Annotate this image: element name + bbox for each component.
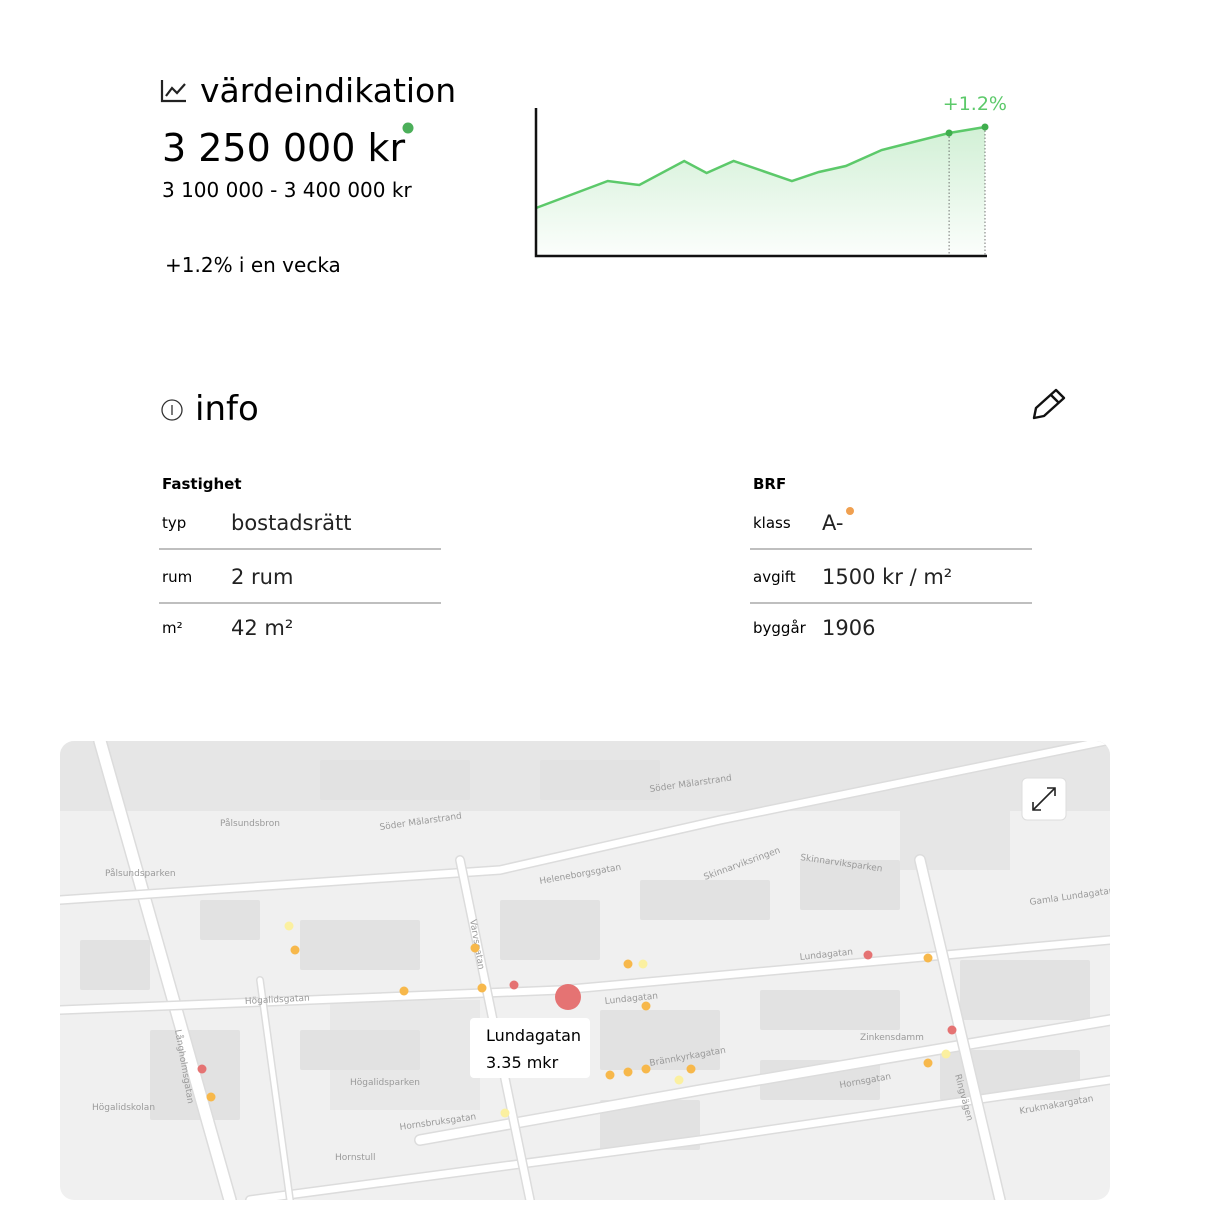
park bbox=[900, 775, 1010, 870]
info-icon bbox=[161, 399, 183, 421]
end-label: +1.2% bbox=[943, 93, 1007, 115]
info-table: Fastighet typ bostadsrätt rum 2 rum m² 42 m² BR… bbox=[159, 475, 1032, 640]
marker bbox=[500, 1108, 510, 1118]
marker bbox=[206, 1092, 216, 1102]
map-label: Högalidskolan bbox=[92, 1103, 155, 1113]
map-label: Hornstull bbox=[335, 1153, 375, 1163]
area bbox=[536, 127, 985, 256]
block bbox=[800, 860, 900, 910]
marker bbox=[923, 953, 933, 963]
block bbox=[960, 960, 1090, 1020]
row-label: typ bbox=[162, 514, 186, 532]
tooltip bbox=[470, 1018, 590, 1078]
point bbox=[945, 129, 953, 137]
row-value: A- bbox=[822, 511, 843, 535]
expand-button[interactable] bbox=[1021, 777, 1067, 821]
row-value: 42 m² bbox=[231, 616, 293, 640]
block bbox=[600, 1100, 700, 1150]
block bbox=[600, 1010, 720, 1070]
marker bbox=[509, 980, 519, 990]
column-heading: BRF bbox=[753, 475, 786, 493]
status-dot bbox=[402, 122, 414, 134]
line bbox=[535, 125, 986, 210]
price-range: 3 100 000 - 3 400 000 kr bbox=[162, 178, 412, 202]
chart-icon bbox=[160, 80, 186, 103]
marker bbox=[477, 983, 487, 993]
marker bbox=[623, 1067, 633, 1077]
column-heading: Fastighet bbox=[162, 475, 242, 493]
block bbox=[540, 760, 660, 800]
marker bbox=[197, 1064, 207, 1074]
tooltip-value: 3.35 mkr bbox=[486, 1053, 559, 1072]
marker bbox=[941, 1049, 951, 1059]
row-value: 1500 kr / m² bbox=[822, 565, 952, 589]
marker bbox=[947, 1025, 957, 1035]
block bbox=[300, 1030, 420, 1070]
map-markers bbox=[197, 921, 957, 1118]
marker bbox=[290, 945, 300, 955]
section-title: värdeindikation bbox=[200, 71, 456, 110]
row-label: m² bbox=[162, 619, 183, 637]
marker bbox=[674, 1075, 684, 1085]
row-value: bostadsrätt bbox=[231, 511, 351, 535]
marker bbox=[641, 1001, 651, 1011]
change-text: +1.2% i en vecka bbox=[165, 253, 341, 277]
sparkline: +1.2% bbox=[534, 93, 1007, 258]
marker bbox=[686, 1064, 696, 1074]
tooltip-title: Lundagatan bbox=[486, 1026, 581, 1045]
marker bbox=[605, 1070, 615, 1080]
map-label: Högalidsparken bbox=[350, 1078, 420, 1088]
map-label: Pålsundsbron bbox=[220, 818, 280, 829]
marker bbox=[641, 1064, 651, 1074]
row-label: byggår bbox=[753, 619, 807, 637]
block bbox=[200, 900, 260, 940]
row-label: klass bbox=[753, 514, 791, 532]
edit-button[interactable] bbox=[1032, 388, 1066, 420]
point bbox=[981, 123, 989, 131]
map-label: Pålsundsparken bbox=[105, 868, 176, 879]
row-value: 1906 bbox=[822, 616, 875, 640]
block bbox=[640, 880, 770, 920]
selected-marker[interactable] bbox=[555, 984, 581, 1010]
marker bbox=[623, 959, 633, 969]
marker bbox=[470, 943, 480, 953]
blocks bbox=[80, 760, 1090, 1150]
marker bbox=[863, 950, 873, 960]
marker bbox=[399, 986, 409, 996]
axis bbox=[534, 108, 987, 258]
block bbox=[760, 990, 900, 1030]
price: 3 250 000 kr bbox=[162, 126, 405, 170]
marker bbox=[923, 1058, 933, 1068]
row-value: 2 rum bbox=[231, 565, 293, 589]
row-label: rum bbox=[162, 568, 192, 586]
map-label: Zinkensdamm bbox=[860, 1033, 924, 1043]
block bbox=[300, 920, 420, 970]
block bbox=[500, 900, 600, 960]
block bbox=[80, 940, 150, 990]
marker bbox=[284, 921, 294, 931]
block bbox=[320, 760, 470, 800]
section-title: info bbox=[195, 389, 259, 429]
row-label: avgift bbox=[753, 568, 796, 586]
grade-dot bbox=[846, 507, 854, 515]
map-label: Högalidsgatan bbox=[245, 994, 310, 1007]
marker bbox=[638, 959, 648, 969]
